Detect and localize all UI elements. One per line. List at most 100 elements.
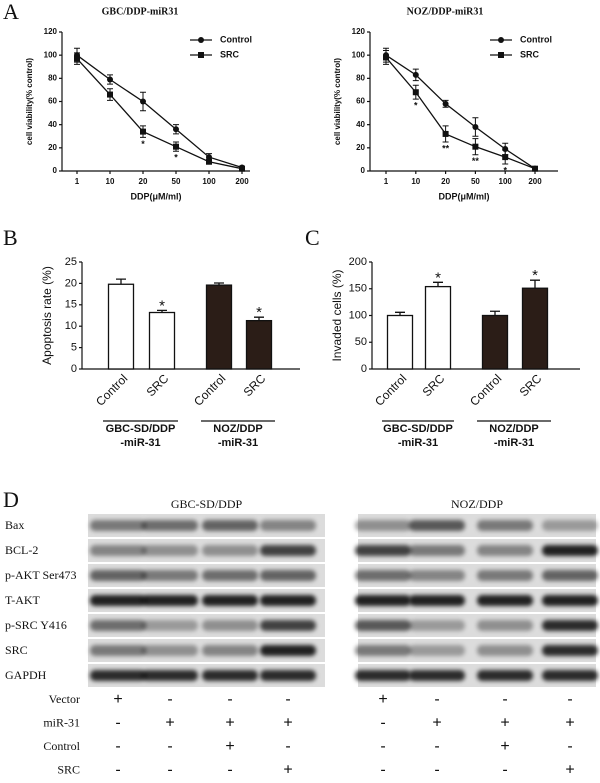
band (355, 620, 411, 631)
row-label: Bax (5, 518, 24, 532)
x-tick-label: Control (93, 371, 130, 408)
legend-label: Control (520, 34, 552, 44)
x-tick-label: 50 (471, 177, 480, 186)
y-tick-label: 60 (356, 97, 365, 106)
condition-sign: - (167, 738, 172, 755)
band (90, 570, 146, 581)
error-bar (490, 310, 500, 316)
band (477, 545, 533, 556)
y-tick-label: 80 (48, 73, 57, 82)
condition-sign: + (378, 691, 387, 708)
band (260, 620, 316, 631)
band (260, 670, 316, 681)
band (409, 570, 465, 581)
panel-label: C (305, 225, 320, 250)
condition-sign: + (432, 715, 441, 732)
legend-label: SRC (220, 49, 240, 59)
blot-header: NOZ/DDP (451, 497, 503, 511)
panel-label: D (3, 487, 19, 512)
y-tick-label: 100 (349, 309, 367, 321)
x-tick-label: 200 (528, 177, 542, 186)
band (260, 570, 316, 581)
band (355, 520, 411, 531)
bar (386, 314, 414, 370)
band (409, 670, 465, 681)
x-tick-label: 200 (235, 177, 249, 186)
condition-sign: - (502, 762, 507, 779)
condition-sign: + (565, 715, 574, 732)
series-line (385, 57, 536, 170)
series-line (76, 58, 243, 170)
band (90, 620, 146, 631)
group-label: NOZ/DDP (489, 423, 539, 435)
band (202, 620, 258, 631)
legend-label: Control (220, 34, 252, 44)
marker (107, 91, 113, 98)
chart-title: GBC/DDP-miR31 (102, 6, 179, 17)
band (355, 545, 411, 556)
marker (498, 52, 504, 58)
y-tick-label: 0 (53, 166, 58, 175)
bar (107, 283, 135, 370)
y-tick-label: 5 (71, 342, 77, 354)
panel-label: B (3, 225, 18, 250)
y-tick-label: 100 (352, 50, 366, 59)
annotation: * (532, 267, 538, 284)
condition-sign: + (283, 715, 292, 732)
x-tick-label: Control (467, 371, 504, 408)
condition-sign: + (165, 715, 174, 732)
condition-sign: + (283, 762, 292, 779)
group-label: -miR-31 (218, 437, 258, 449)
band (260, 545, 316, 556)
y-tick-label: 0 (361, 166, 366, 175)
row-label: p-SRC Y416 (5, 618, 67, 632)
band (409, 595, 465, 606)
marker (173, 143, 179, 150)
band (355, 670, 411, 681)
y-tick-label: 120 (352, 27, 366, 36)
band (90, 645, 146, 656)
x-tick-label: SRC (420, 371, 448, 399)
band (142, 645, 198, 656)
marker (412, 71, 419, 78)
marker (442, 100, 449, 107)
row-label: GAPDH (5, 668, 47, 682)
annotation: * (256, 304, 262, 321)
condition-sign: - (380, 715, 385, 732)
x-tick-label: 1 (75, 177, 80, 186)
marker (239, 165, 245, 172)
condition-sign: - (434, 762, 439, 779)
marker (198, 37, 204, 43)
marker (442, 130, 449, 137)
band (202, 645, 258, 656)
band (202, 670, 258, 681)
band (477, 595, 533, 606)
condition-sign: - (567, 738, 572, 755)
band (542, 670, 598, 681)
band (90, 520, 146, 531)
condition-sign: + (565, 762, 574, 779)
band (142, 670, 198, 681)
y-axis-label: cell viability(% control) (333, 58, 342, 145)
marker (74, 55, 80, 62)
band (260, 645, 316, 656)
y-tick-label: 80 (356, 73, 365, 82)
condition-sign: - (167, 691, 172, 708)
marker (502, 154, 509, 161)
band (409, 545, 465, 556)
y-tick-label: 120 (44, 27, 58, 36)
x-tick-label: SRC (241, 371, 269, 399)
band (477, 645, 533, 656)
x-tick-label: 50 (172, 177, 181, 186)
y-tick-label: 0 (361, 363, 367, 375)
y-tick-label: 50 (355, 336, 367, 348)
group-label: NOZ/DDP (213, 423, 263, 435)
band (142, 570, 198, 581)
x-axis-label: DDP(μM/ml) (130, 191, 181, 201)
x-tick-label: SRC (144, 371, 172, 399)
y-tick-label: 200 (349, 256, 367, 268)
band (542, 645, 598, 656)
bar (245, 319, 273, 370)
x-axis-label: DDP(μM/ml) (438, 191, 489, 201)
